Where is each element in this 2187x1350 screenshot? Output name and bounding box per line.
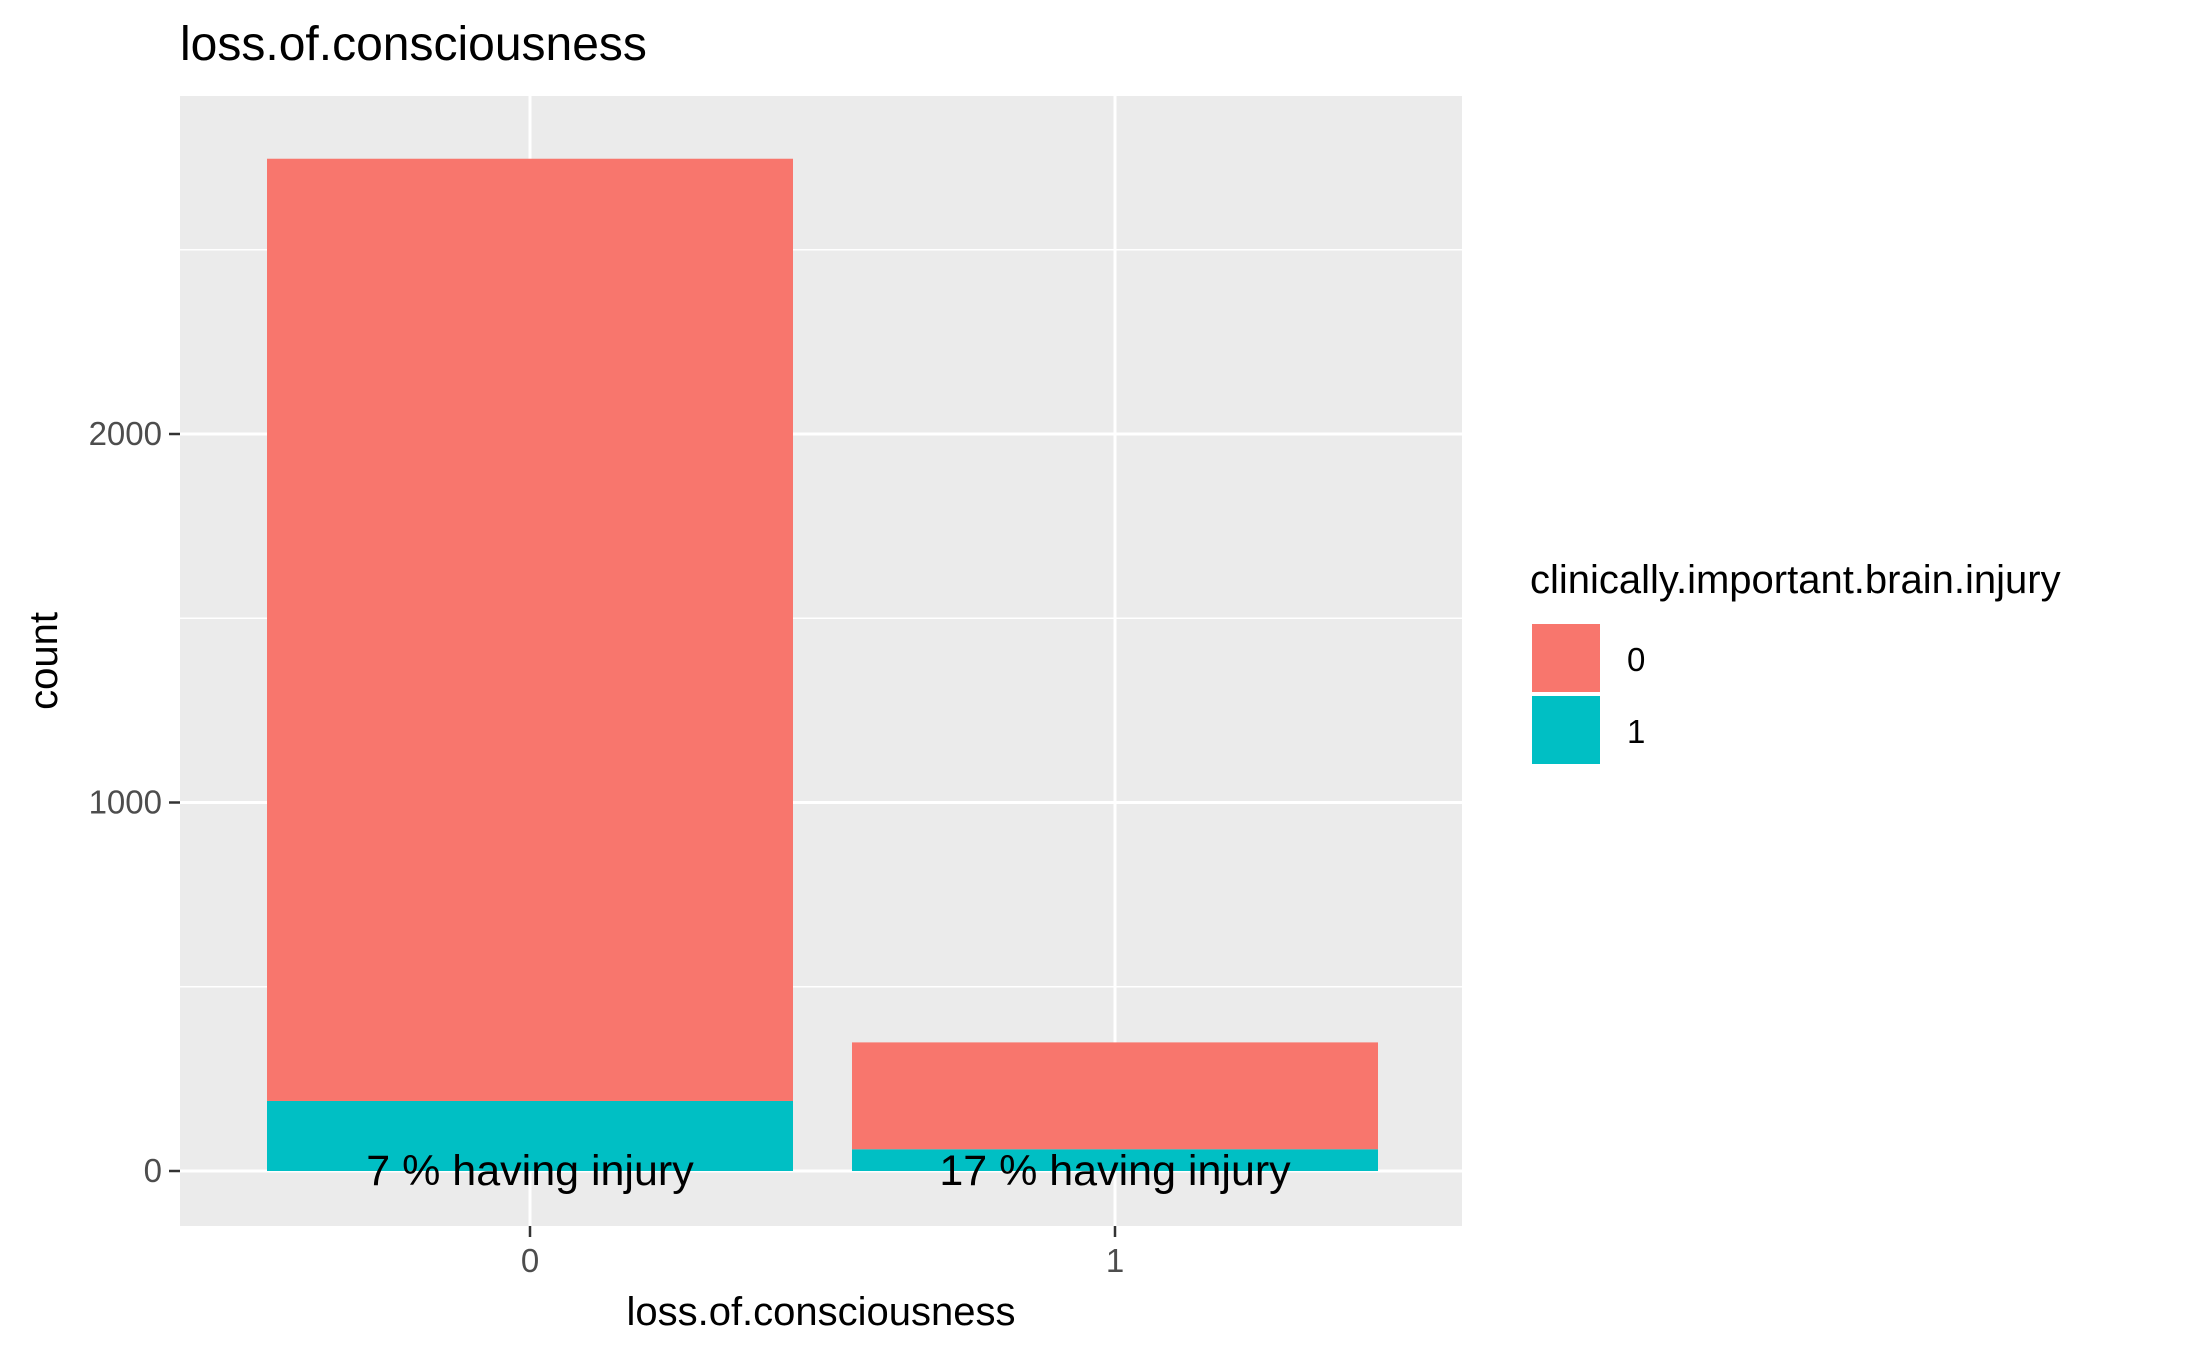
chart-title: loss.of.consciousness [180,18,647,71]
legend-label-1: 1 [1627,713,1645,750]
legend-label-0: 0 [1627,641,1645,678]
y-axis-title: count [22,612,66,710]
x-axis-title: loss.of.consciousness [626,1290,1015,1334]
annotation-label: 17 % having injury [939,1147,1291,1195]
bar-annotations: 7 % having injury 17 % having injury [366,1147,1291,1195]
bar-segment-no-injury-1 [852,1042,1378,1150]
x-tick-label: 1 [1106,1242,1124,1279]
annotation-label: 7 % having injury [366,1147,694,1195]
bar-segment-no-injury-0 [267,158,793,1101]
bars [267,158,1378,1171]
y-axis: 0 1000 2000 [89,415,180,1189]
bar-segment-injury-0 [267,1100,793,1171]
legend-key-1 [1532,696,1600,764]
y-tick-label: 1000 [89,784,162,821]
legend-key-0 [1532,624,1600,692]
legend: clinically.important.brain.injury 0 1 [1530,558,2061,764]
bar-segment-injury-1 [852,1149,1378,1171]
y-tick-label: 0 [144,1152,162,1189]
y-tick-label: 2000 [89,415,162,452]
legend-title: clinically.important.brain.injury [1530,558,2061,602]
x-tick-label: 0 [521,1242,539,1279]
